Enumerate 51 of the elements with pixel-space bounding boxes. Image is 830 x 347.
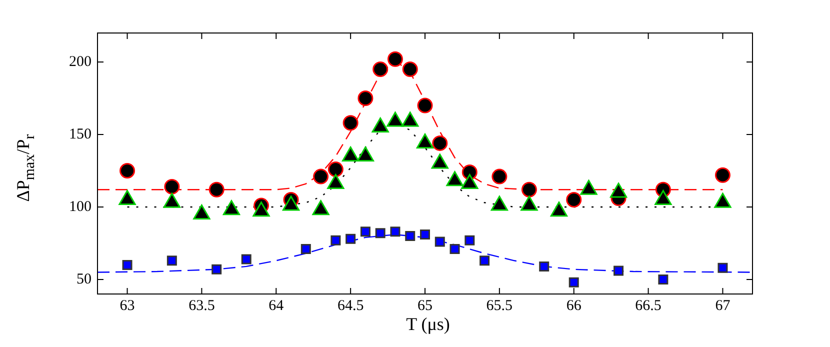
point	[405, 231, 416, 241]
point	[122, 260, 132, 270]
x-tick-label: 65	[418, 298, 432, 314]
point	[521, 182, 537, 198]
point	[358, 90, 374, 106]
point	[342, 115, 358, 131]
point	[313, 168, 329, 184]
point	[714, 167, 730, 183]
point	[568, 277, 579, 288]
point	[492, 168, 508, 184]
point	[614, 266, 624, 276]
point	[164, 178, 180, 194]
point	[328, 162, 344, 178]
x-tick-label: 66.5	[635, 298, 662, 314]
point	[539, 261, 550, 272]
point	[420, 230, 430, 240]
point	[212, 264, 222, 274]
point	[208, 182, 224, 198]
x-tick-label: 66	[566, 298, 582, 314]
point	[402, 62, 418, 77]
point	[166, 256, 177, 266]
point	[330, 235, 341, 246]
y-tick-label: 200	[69, 54, 92, 70]
x-tick-label: 64.5	[337, 298, 364, 314]
point	[390, 226, 400, 237]
x-tick-label: 63	[120, 298, 135, 314]
y-tick-label: 150	[69, 126, 92, 142]
point	[718, 262, 728, 273]
point	[434, 236, 445, 247]
y-tick-label: 50	[76, 271, 92, 288]
point	[450, 244, 460, 254]
point	[360, 226, 370, 237]
point	[300, 244, 311, 254]
point	[480, 256, 490, 266]
point	[566, 192, 582, 208]
y-tick-label: 100	[69, 198, 92, 215]
point	[372, 62, 388, 77]
point	[120, 163, 136, 178]
point	[387, 51, 403, 67]
point	[375, 228, 386, 238]
x-axis-title: T (μs)	[406, 314, 450, 335]
point	[346, 234, 356, 244]
point	[464, 235, 475, 246]
point	[417, 98, 433, 114]
x-tick-label: 63.5	[188, 298, 215, 314]
x-tick-label: 64	[268, 298, 284, 314]
x-tick-label: 65.5	[486, 298, 513, 314]
point	[432, 135, 448, 151]
point	[658, 274, 668, 284]
point	[241, 254, 252, 264]
x-tick-label: 67	[715, 298, 731, 314]
